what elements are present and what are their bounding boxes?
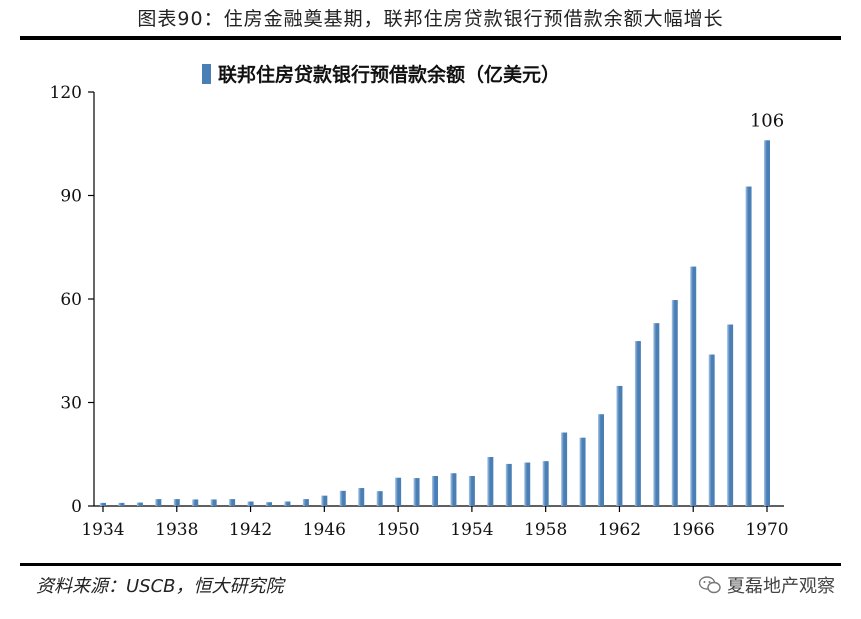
bar-1940 <box>210 499 217 506</box>
bar-1943 <box>266 502 272 506</box>
x-tick-label: 1946 <box>303 520 346 540</box>
bar-1968 <box>727 324 734 506</box>
bar-1944 <box>284 501 291 506</box>
bar-1963 <box>634 341 641 506</box>
bar-1952 <box>432 475 438 506</box>
legend-swatch <box>202 64 211 84</box>
bar-1936 <box>136 502 143 506</box>
bar-1959 <box>561 432 568 506</box>
bar-1954 <box>468 475 475 506</box>
bar-1960 <box>579 437 586 506</box>
bar-1939 <box>192 499 199 506</box>
bar-1961 <box>598 414 604 506</box>
data-label-1970: 106 <box>750 110 784 131</box>
bottom-rule <box>20 563 841 566</box>
bar-1966 <box>690 266 697 506</box>
bar-1953 <box>450 473 457 506</box>
bar-1964 <box>653 323 660 506</box>
bar-1942 <box>247 501 254 506</box>
x-tick-label: 1950 <box>376 520 419 540</box>
x-tick-label: 1962 <box>598 520 641 540</box>
bar-1945 <box>302 499 309 506</box>
x-tick-label: 1934 <box>81 520 124 540</box>
x-tick-label: 1966 <box>672 520 715 540</box>
bar-1967 <box>708 354 715 506</box>
y-tick-label: 120 <box>50 83 82 103</box>
bar-1949 <box>376 491 383 506</box>
watermark: 夏磊地产观察 <box>699 572 835 598</box>
top-rule <box>20 36 841 40</box>
bar-1941 <box>229 499 236 506</box>
bar-1965 <box>671 300 678 506</box>
x-tick-label: 1970 <box>745 520 788 540</box>
bar-1962 <box>616 385 623 506</box>
wechat-icon <box>699 576 721 594</box>
x-tick-label: 1958 <box>524 520 567 540</box>
bar-1951 <box>413 478 420 506</box>
y-tick-label: 90 <box>60 187 82 207</box>
y-tick-label: 30 <box>60 394 82 414</box>
x-tick-label: 1954 <box>450 520 493 540</box>
bar-1958 <box>542 461 549 506</box>
bar-1938 <box>173 499 180 506</box>
bar-1946 <box>321 495 328 506</box>
y-tick-label: 0 <box>71 497 82 517</box>
x-tick-label: 1938 <box>155 520 198 540</box>
watermark-text: 夏磊地产观察 <box>727 576 835 597</box>
x-tick-label: 1942 <box>229 520 272 540</box>
legend: 联邦住房贷款银行预借款余额（亿美元） <box>202 63 560 86</box>
bar-1970 <box>764 140 770 507</box>
bar-1957 <box>524 462 531 506</box>
bar-1969 <box>745 186 752 506</box>
y-tick-label: 60 <box>60 290 82 310</box>
bar-1934 <box>100 502 106 506</box>
source-note: 资料来源：USCB，恒大研究院 <box>36 576 284 597</box>
bar-1956 <box>505 463 512 506</box>
bar-1950 <box>395 477 402 506</box>
bar-1955 <box>487 457 494 506</box>
y-axis: 0 30 60 90 120 <box>50 83 95 517</box>
legend-label: 联邦住房贷款银行预借款余额（亿美元） <box>218 63 560 86</box>
bar-1948 <box>358 488 365 506</box>
data-labels: 106 <box>750 110 784 131</box>
x-axis: 1934 1938 1942 1946 1950 1954 1958 1962 1966 1970 <box>81 505 789 540</box>
bar-1947 <box>339 490 346 506</box>
bar-1935 <box>118 502 125 506</box>
bar-1937 <box>155 499 162 506</box>
bar-series <box>100 140 770 507</box>
figure-title: 图表90：住房金融奠基期，联邦住房贷款银行预借款余额大幅增长 <box>137 8 724 30</box>
